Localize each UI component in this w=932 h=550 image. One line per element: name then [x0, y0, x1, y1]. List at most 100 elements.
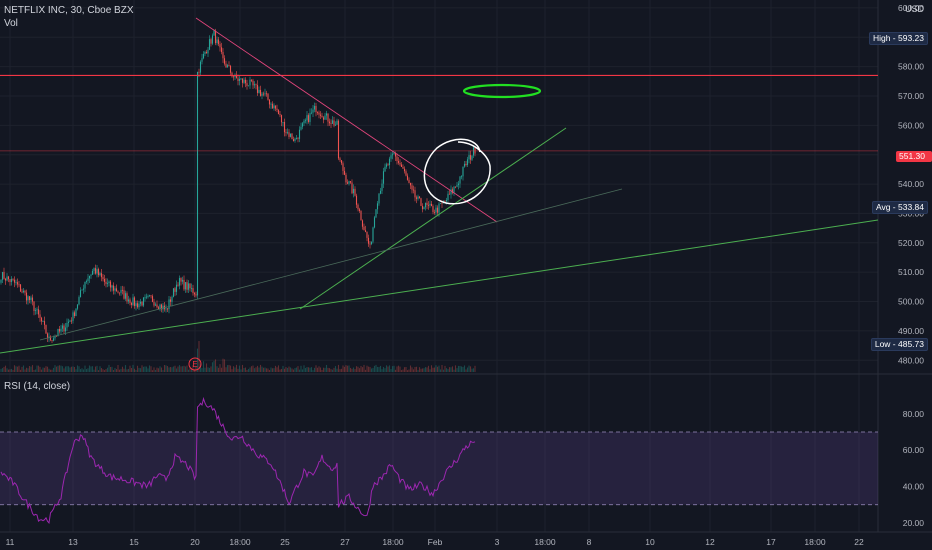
candle-body	[172, 288, 175, 297]
candle-body	[391, 154, 394, 156]
symbol-legend[interactable]: NETFLIX INC, 30, Cboe BZX	[4, 5, 134, 16]
rsi-band	[0, 431, 878, 506]
volume-bar	[313, 367, 316, 372]
candle-body	[282, 121, 284, 123]
volume-bar	[372, 367, 374, 372]
candle-body	[348, 181, 350, 184]
candle-body	[331, 120, 334, 124]
candle-body	[58, 328, 61, 332]
high-marker: High - 593.23	[868, 32, 928, 45]
candle-body	[267, 93, 269, 100]
volume-bar	[433, 367, 436, 372]
candle-body	[387, 164, 389, 166]
candle-body	[219, 44, 221, 48]
volume-bar	[282, 365, 284, 372]
price-tick-label: 510.00	[898, 267, 924, 277]
candle-body	[220, 47, 223, 53]
candle-body	[169, 299, 172, 302]
volume-bar	[163, 365, 166, 372]
volume-bar	[139, 368, 142, 372]
volume-bar	[376, 366, 379, 372]
candle-body	[85, 281, 88, 282]
volume-bar	[357, 366, 359, 372]
candle-body	[255, 84, 257, 86]
candle-body	[370, 241, 373, 245]
volume-bar	[354, 369, 356, 372]
volume-bar	[61, 366, 64, 372]
volume-bar	[127, 368, 130, 372]
volume-bar	[40, 369, 43, 372]
candle-body	[330, 123, 332, 125]
volume-bar	[106, 367, 109, 372]
candle-body	[88, 275, 91, 279]
time-axis[interactable]: 11 13 15 20 18:00 25 27 18:00 Feb 3 18:00 8 10 12 17 18…	[6, 537, 864, 547]
volume-bar	[105, 368, 107, 372]
candle-body	[390, 155, 392, 159]
volume-bar	[54, 365, 56, 372]
volume-bar	[420, 368, 422, 372]
time-tick-label: 20	[190, 537, 200, 547]
volume-bar	[343, 366, 346, 372]
time-tick-label: 18:00	[229, 537, 251, 547]
volume-bar	[303, 365, 305, 372]
volume-bar	[399, 366, 401, 372]
candle-body	[66, 322, 68, 328]
long-support-trendline	[0, 219, 879, 354]
candle-body	[153, 301, 155, 306]
candle-body	[321, 115, 323, 118]
earnings-marker[interactable]: E	[188, 357, 202, 371]
avg-marker: Avg - 533.84	[871, 201, 928, 214]
volume-bar	[76, 365, 79, 372]
candle-body	[456, 185, 458, 187]
volume-bar	[6, 368, 8, 372]
volume-bar	[97, 370, 100, 372]
candle-body	[459, 176, 461, 184]
volume-bar	[156, 367, 158, 372]
volume-bar	[141, 365, 143, 372]
volume-bar	[438, 365, 440, 372]
candle-body	[90, 274, 92, 276]
volume-bar	[22, 365, 25, 372]
volume-bar	[186, 365, 188, 372]
volume-bar	[82, 369, 85, 372]
volume-bar	[108, 364, 110, 372]
candle-body	[174, 288, 176, 292]
candle-body	[286, 132, 289, 134]
volume-bar	[234, 367, 236, 372]
volume-legend[interactable]: Vol	[4, 18, 18, 29]
candle-body	[9, 279, 11, 282]
currency-label[interactable]: USD	[904, 4, 924, 14]
volume-bar	[273, 368, 275, 372]
price-tick-label: 520.00	[898, 238, 924, 248]
volume-bar	[58, 365, 61, 372]
volume-bar	[423, 368, 425, 372]
rsi-legend[interactable]: RSI (14, close)	[4, 381, 71, 392]
candle-body	[7, 276, 10, 280]
volume-bar	[124, 365, 127, 372]
candle-body	[378, 193, 380, 204]
volume-bar	[277, 365, 280, 372]
volume-bar	[396, 366, 398, 372]
candle-body	[102, 277, 104, 279]
candle-body	[318, 112, 320, 115]
candle-body	[138, 303, 140, 308]
candle-body	[375, 209, 377, 218]
volume-bar	[181, 366, 184, 372]
candle-body	[343, 170, 346, 175]
time-tick-label: 18:00	[382, 537, 404, 547]
volume-bar	[67, 366, 70, 372]
candle-body	[135, 303, 137, 306]
volume-bar	[427, 365, 430, 372]
drawings[interactable]	[0, 17, 879, 354]
earnings-badge-label: E	[192, 360, 197, 369]
volume-bar	[102, 369, 104, 372]
candle-body	[201, 58, 203, 62]
candle-body	[12, 278, 14, 280]
volume-bar	[459, 365, 461, 372]
volume-bar	[409, 365, 412, 372]
candle-body	[208, 39, 211, 50]
price-axis[interactable]: 480.00490.00500.00510.00520.00530.00540.…	[898, 3, 924, 528]
volume-bar	[360, 365, 362, 372]
volume-bar	[288, 366, 290, 372]
